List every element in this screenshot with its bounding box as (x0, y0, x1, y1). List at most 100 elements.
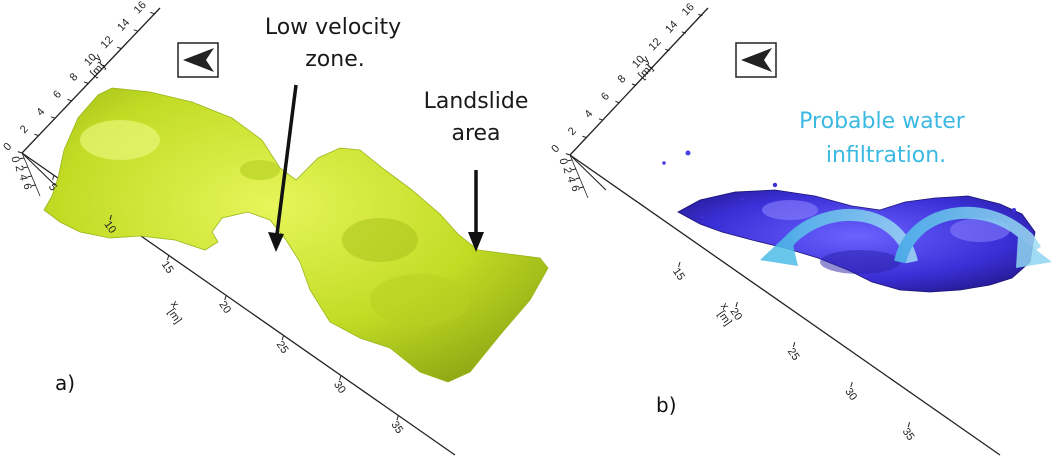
panel-a-y-tick-label: 0 (1, 141, 14, 154)
panel-a-y-tick-label: 2 (18, 123, 31, 136)
panel-a-z-tick-label: 2 (13, 164, 26, 172)
panel-b-y-tick-mark (582, 135, 587, 139)
panel-b-north-arrow-icon (735, 42, 777, 78)
panel-b-water-label-line2: infiltration. (826, 143, 946, 168)
panel-b-x-tick-mark (792, 341, 796, 348)
panel-b-z-tick-label: 2 (561, 166, 574, 174)
panel-b-x-tick-mark (678, 261, 681, 268)
panel-a-y-tick-label: 4 (34, 106, 47, 119)
panel-a-z-tick-mark (27, 175, 33, 178)
panel-b-z-tick-mark (567, 159, 573, 162)
panel-b-y-tick-label: 16 (680, 1, 697, 18)
panel-b-y-tick-label: 12 (647, 36, 664, 53)
panel-a-x-tick-mark (396, 415, 399, 421)
panel-b-y-tick-mark (615, 100, 620, 104)
panel-b-y-tick-label: 0 (549, 143, 562, 156)
panel-a-y-tick-mark (150, 11, 155, 15)
panel-b-y-tick-mark (681, 31, 687, 34)
panel-a-y-tick-mark (100, 64, 105, 67)
panel-a-y-tick-mark (133, 29, 139, 32)
panel-b-x-tick-mark (735, 301, 738, 308)
panel-a-x-tick-mark (166, 254, 170, 261)
panel-a-x-tick-label: 25 (274, 339, 291, 356)
panel-a-y-tick-label: 6 (51, 88, 64, 101)
panel-a-z-tick-label: 4 (17, 173, 30, 181)
panel-b-z-tick-label: 0 (557, 157, 570, 165)
panel-b-y-tick-label: 8 (616, 73, 629, 86)
panel-b-z-tick-mark (571, 168, 577, 171)
panel-a-y-tick-mark (83, 81, 89, 84)
panel-a-y-tick-label: 14 (115, 17, 132, 34)
panel-a-z-axis-line (21, 152, 59, 189)
panel-a-low-velocity-arrow (274, 84, 298, 243)
panel-a-low-velocity-label-line1: Low velocity (265, 15, 401, 40)
panel-b-x-tick-label: 20 (727, 306, 744, 323)
panel-b-water-label-line1: Probable water (799, 109, 966, 134)
panel-b-y-tick-mark (665, 48, 670, 52)
panel-b-x-axis-label: x (718, 301, 731, 313)
panel-b-x-tick-label: 25 (785, 346, 802, 363)
panel-b-z-tick-mark (579, 186, 585, 189)
panel-a-x-tick-label: 30 (331, 379, 348, 396)
panel-a-x-tick-label: 20 (216, 299, 233, 316)
panel-b-z-tick-label: 6 (569, 184, 582, 192)
panel-b-y-tick-mark (565, 153, 571, 156)
panel-a-z-tick-mark (23, 166, 29, 169)
panel-b-x-tick-label: 15 (670, 266, 687, 283)
panel-a-label: a) (55, 371, 75, 395)
panel-a-x-axis-label: x (168, 299, 181, 311)
panel-b-label: b) (656, 393, 677, 417)
panel-a-x-tick-label: 10 (101, 219, 118, 236)
panel-a-y-tick-label: 16 (132, 0, 149, 16)
panel-a-x-tick-mark (109, 214, 112, 221)
panel-a: Low velocity zone. Landslide area a) 024… (1, 0, 549, 456)
panel-b-y-axis-line (569, 7, 709, 156)
panel-a-z-axis-line2 (21, 152, 41, 197)
panel-b-z-axis-line (569, 154, 607, 191)
panel-a-x-tick-mark (339, 375, 342, 381)
panel-a-x-tick-mark (281, 335, 285, 341)
panel-b-x-tick-mark (850, 381, 853, 388)
panel-a-x-axis-unit: [m] (165, 307, 184, 326)
panel-a-x-tick-label: 5 (46, 181, 59, 193)
panel-a-x-tick-mark (224, 294, 227, 301)
panel-b-y-tick-mark (648, 66, 653, 69)
panel-a-y-axis-line (21, 7, 161, 154)
panel-a-y-tick-mark (50, 116, 56, 119)
panel-a-y-tick-mark (34, 133, 39, 137)
panel-b-y-tick-mark (698, 13, 703, 17)
panel-a-y-tick-label: 8 (68, 71, 81, 84)
panel-a-x-tick-mark (52, 174, 55, 181)
panel-b-y-tick-label: 6 (599, 90, 612, 103)
panel-a-landslide-label-line1: Landslide (424, 89, 529, 114)
panel-b-z-tick-mark (575, 177, 581, 180)
panel-a-y-tick-mark (117, 46, 122, 50)
panel-b-x-tick-label: 35 (900, 426, 917, 443)
panel-a-z-tick-label: 6 (21, 182, 34, 190)
panel-a-y-tick-mark (67, 98, 72, 102)
panel-b-y-tick-label: 2 (566, 125, 579, 138)
panel-b-y-tick-mark (598, 118, 604, 121)
panel-b-y-tick-label: 14 (663, 19, 680, 36)
panel-a-low-velocity-label-line2: zone. (305, 47, 364, 72)
panel-a-y-tick-mark (17, 151, 23, 154)
panel-b-z-tick-label: 4 (565, 175, 578, 183)
panel-a-z-tick-label: 0 (9, 155, 22, 163)
panel-a-x-tick-label: 15 (159, 259, 176, 276)
panel-b-x-axis-line (569, 154, 1001, 456)
panel-a-landslide-label-line2: area (451, 121, 500, 146)
panel-b-y-tick-label: 4 (582, 108, 595, 121)
panel-b-infiltration-arrows-icon (760, 206, 1052, 268)
panel-b-x-tick-mark (907, 422, 911, 428)
panel-a-x-tick-label: 35 (388, 419, 405, 436)
panel-a-z-tick-mark (31, 184, 37, 187)
panel-a-z-tick-mark (19, 157, 25, 160)
panel-b-x-tick-label: 30 (842, 386, 859, 403)
panel-b-z-axis-line2 (569, 154, 589, 199)
panel-b-y-tick-mark (631, 83, 637, 86)
